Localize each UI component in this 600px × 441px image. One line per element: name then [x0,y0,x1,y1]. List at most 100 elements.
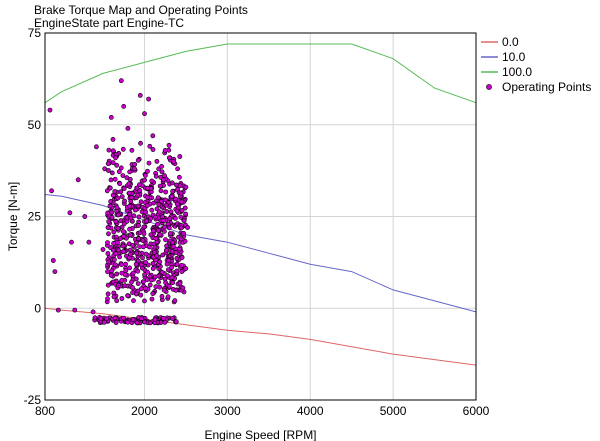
operating-point [129,147,135,153]
operating-point [126,181,132,187]
operating-point [109,214,115,220]
operating-point [158,188,164,194]
operating-point [159,163,164,169]
operating-point [165,294,171,300]
operating-point [127,265,133,271]
operating-point [179,269,185,274]
operating-point [112,176,118,182]
operating-point [114,162,120,168]
operating-point [47,107,53,113]
operating-point [177,280,183,286]
operating-point [176,174,182,180]
operating-point [105,240,110,245]
operating-point [149,178,155,184]
operating-point [142,172,148,178]
operating-point [119,262,124,267]
operating-point [163,237,168,243]
y-tick-label: 50 [28,118,42,132]
operating-point [67,210,73,216]
operating-point [136,223,141,228]
operating-point [128,198,134,204]
operating-point [105,251,111,256]
legend-entry: Operating Points [502,80,591,94]
operating-point [183,266,189,271]
operating-point [154,158,160,164]
operating-point [162,319,168,325]
operating-point [118,189,124,195]
legend-swatch-operating-points [486,84,492,90]
x-axis-label: Engine Speed [RPM] [204,428,316,441]
chart-title: Brake Torque Map and Operating Points [34,3,248,17]
y-axis-label: Torque [N-m] [6,182,20,251]
operating-point [121,315,127,321]
operating-point [177,154,183,159]
operating-point [106,147,112,153]
operating-point [108,177,114,183]
operating-point [105,291,111,297]
operating-point [169,180,175,186]
operating-point [117,254,122,260]
x-tick-label: 3000 [214,404,241,418]
operating-point [135,157,141,163]
x-tick-label: 6000 [463,404,490,418]
operating-point [153,235,159,241]
operating-point [127,169,133,175]
operating-point [138,199,144,205]
operating-point [157,259,163,265]
operating-point [142,285,148,291]
operating-point [152,274,158,280]
operating-point [94,144,99,150]
operating-point [72,307,78,313]
y-tick-label: 0 [34,301,41,315]
operating-point [105,161,111,167]
operating-point [169,265,174,270]
operating-point [178,236,184,242]
operating-point [108,272,114,278]
operating-point [169,194,175,199]
operating-point [138,286,144,292]
series-line-100.0 [44,43,477,104]
operating-point [172,215,178,221]
operating-point [145,168,150,174]
operating-point [174,201,180,207]
operating-point [117,236,123,242]
operating-point [122,198,127,204]
operating-point [174,261,180,267]
operating-point [146,96,151,102]
operating-point [177,246,183,252]
operating-point [142,319,147,325]
operating-point [105,282,111,288]
legend-entry: 10.0 [502,50,526,64]
operating-point [173,249,179,255]
operating-point [160,315,166,321]
operating-point [147,320,153,326]
operating-point [140,279,146,285]
operating-point [121,104,127,109]
series-lines [44,43,477,366]
operating-point [52,269,58,274]
operating-point [125,125,131,131]
x-tick-label: 5000 [380,404,407,418]
operating-point [170,280,176,285]
operating-point [159,169,165,175]
operating-point [156,279,161,285]
operating-point [154,253,160,259]
operating-point [86,239,92,245]
series-line-10.0 [44,194,477,313]
operating-point [179,262,185,268]
chart-subtitle: EngineState part Engine-TC [34,16,185,30]
operating-point [145,269,150,275]
operating-point [90,309,96,315]
operating-point [138,292,144,298]
operating-point [153,173,159,179]
operating-point [159,293,165,299]
operating-point [151,250,157,255]
operating-point [113,155,118,161]
operating-point [140,238,146,243]
operating-point [142,177,147,183]
operating-point [170,316,176,321]
operating-point [132,166,137,172]
operating-point [156,202,162,207]
operating-point [116,282,121,288]
operating-point [119,296,125,301]
